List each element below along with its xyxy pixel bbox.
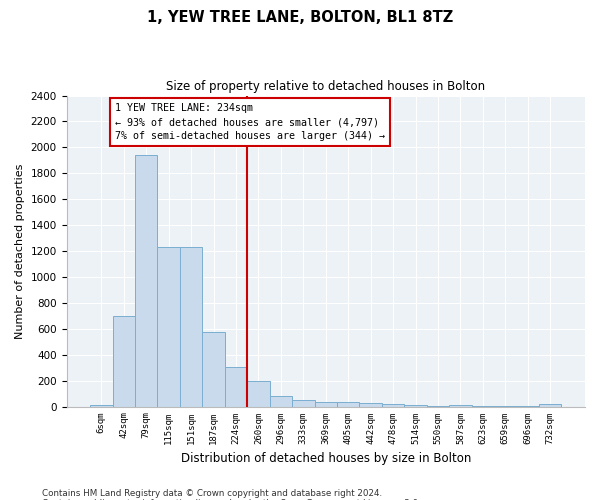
Bar [359,402,382,406]
Bar [539,404,562,406]
Bar [157,247,180,406]
Bar [449,405,472,406]
Bar [382,404,404,406]
Bar [180,247,202,406]
Bar [247,380,269,406]
Bar [337,402,359,406]
Bar [202,332,225,406]
Bar [292,400,314,406]
Title: Size of property relative to detached houses in Bolton: Size of property relative to detached ho… [166,80,485,93]
Bar [404,404,427,406]
Text: 1 YEW TREE LANE: 234sqm
← 93% of detached houses are smaller (4,797)
7% of semi-: 1 YEW TREE LANE: 234sqm ← 93% of detache… [115,104,385,142]
Text: 1, YEW TREE LANE, BOLTON, BL1 8TZ: 1, YEW TREE LANE, BOLTON, BL1 8TZ [147,10,453,25]
Bar [113,316,135,406]
X-axis label: Distribution of detached houses by size in Bolton: Distribution of detached houses by size … [181,452,471,465]
Text: Contains public sector information licensed under the Open Government Licence v3: Contains public sector information licen… [42,498,421,500]
Bar [225,367,247,406]
Bar [269,396,292,406]
Bar [314,402,337,406]
Y-axis label: Number of detached properties: Number of detached properties [15,164,25,338]
Text: Contains HM Land Registry data © Crown copyright and database right 2024.: Contains HM Land Registry data © Crown c… [42,488,382,498]
Bar [135,155,157,406]
